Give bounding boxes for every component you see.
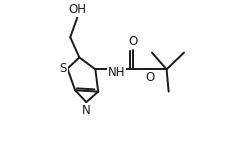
Text: O: O xyxy=(128,35,138,48)
Text: S: S xyxy=(59,62,67,75)
Text: N: N xyxy=(82,104,91,116)
Text: O: O xyxy=(145,71,155,84)
Text: OH: OH xyxy=(68,3,86,16)
Text: NH: NH xyxy=(108,66,125,79)
